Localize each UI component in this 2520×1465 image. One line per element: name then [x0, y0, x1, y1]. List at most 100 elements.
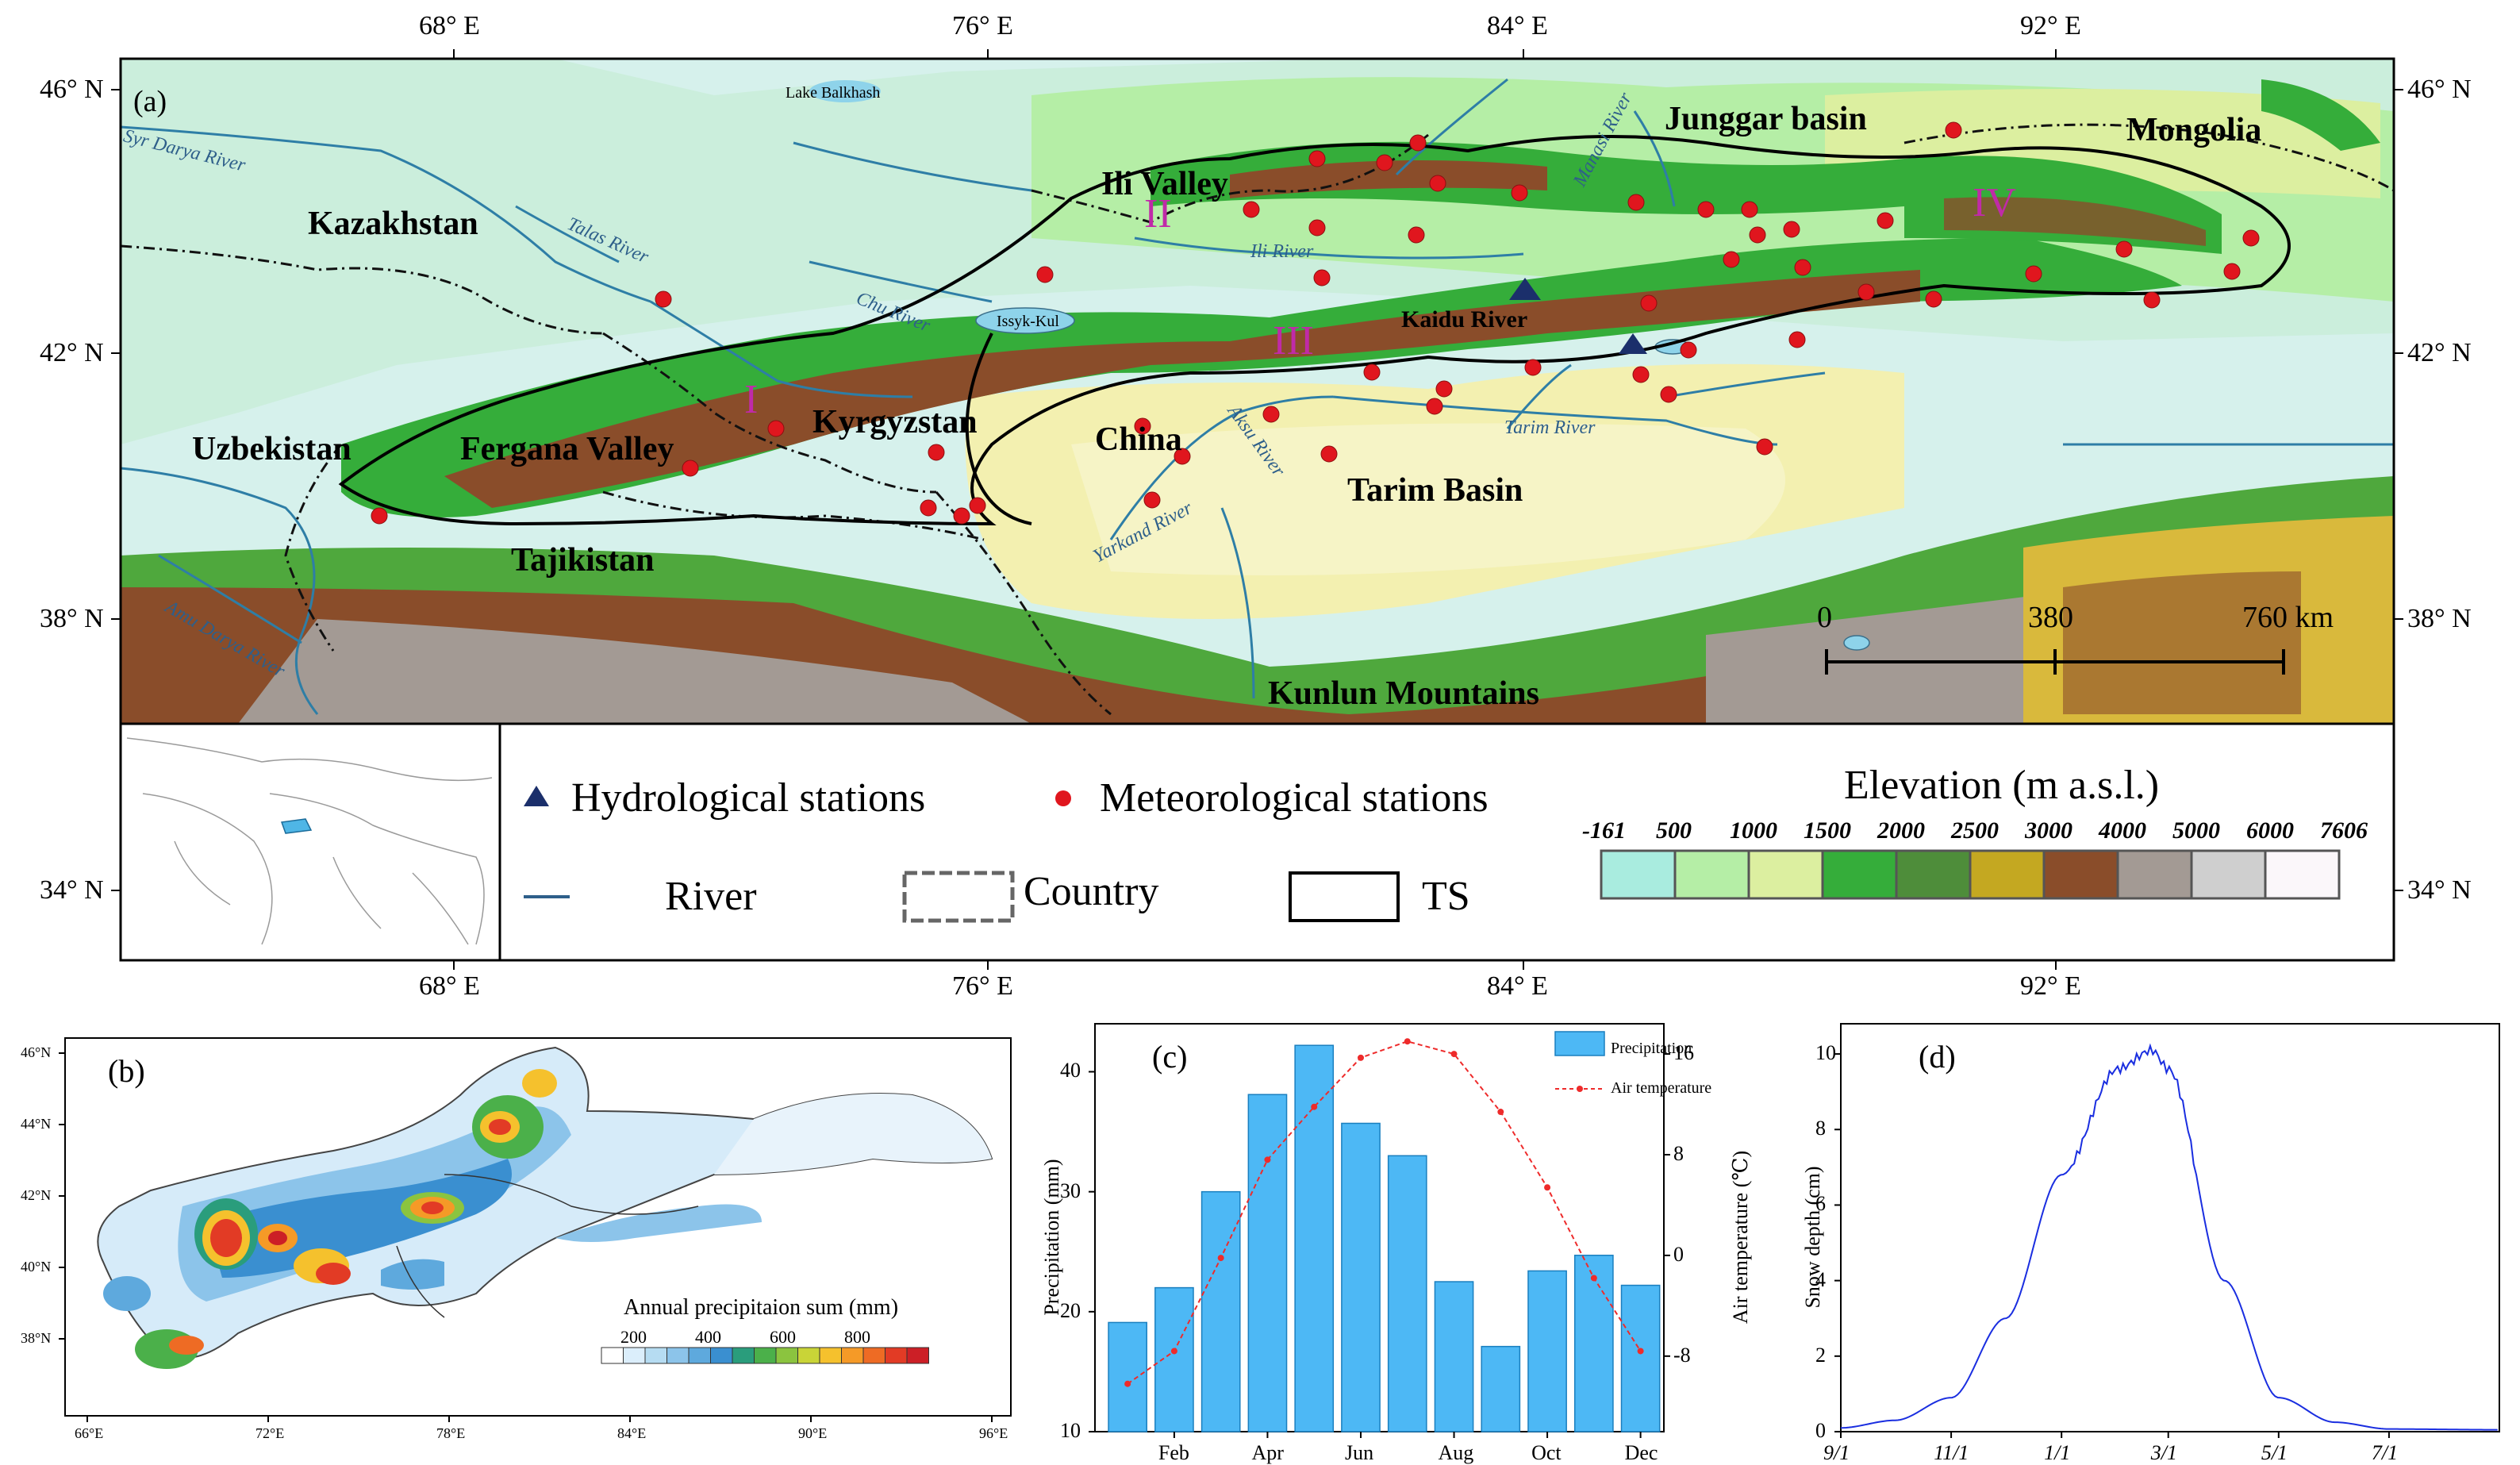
- precip-colorbar-swatch: [775, 1347, 798, 1364]
- panel-d-xtick: 9/1: [1823, 1441, 1850, 1464]
- label-kyrgyzstan: Kyrgyzstan: [812, 404, 978, 440]
- panel-c-ytick-left: 20: [1060, 1298, 1081, 1322]
- label-kazakhstan: Kazakhstan: [308, 206, 478, 242]
- meteo-legend-symbol: [1055, 790, 1071, 806]
- label-balkhash: Lake Balkhash: [786, 84, 881, 102]
- panel-c-xtick: Dec: [1624, 1441, 1658, 1464]
- panel-c-ytick-left: 10: [1060, 1419, 1081, 1442]
- legend-precip-label: Precipitation: [1611, 1040, 1692, 1057]
- panel-c-ytick-right: 0: [1673, 1242, 1684, 1266]
- precip-bar: [1481, 1345, 1521, 1432]
- lat-tick-42: 42° N: [40, 338, 104, 367]
- elevation-swatch: [1821, 849, 1898, 900]
- temperature-point: [1450, 1051, 1458, 1058]
- country-borders: [121, 123, 2394, 716]
- panel-d: [1738, 1000, 2520, 1463]
- label-mongolia: Mongolia: [2126, 112, 2262, 148]
- lon-tick-84-bottom: 84° E: [1487, 971, 1548, 1001]
- precip-colorbar-swatch: [644, 1347, 667, 1364]
- elevation-swatch: [2116, 849, 2193, 900]
- panel-d-ytick: 4: [1815, 1267, 1826, 1291]
- elevation-tick-label: 2000: [1877, 817, 1925, 844]
- legend-hydro-label: Hydrological stations: [571, 775, 926, 821]
- temperature-line: [1124, 1038, 1644, 1387]
- precip-colorbar-swatch: [732, 1347, 755, 1364]
- panel-b-cbar-tick-400: 400: [695, 1327, 721, 1347]
- panel-b-ticks: [59, 1052, 993, 1422]
- panel-d-ylabel: Snow depth (cm): [1801, 1166, 1824, 1309]
- temperature-point: [1357, 1054, 1364, 1061]
- temperature-point: [1590, 1275, 1597, 1282]
- panel-c-ytick-right: -8: [1673, 1343, 1691, 1367]
- lat-tick-34: 34° N: [40, 875, 104, 905]
- panel-b-cbar-tick-800: 800: [844, 1327, 870, 1347]
- panel-b-ytick-40: 40°N: [21, 1259, 52, 1275]
- panel-c-xtick: Jun: [1344, 1441, 1374, 1464]
- legend-meteo-label: Meteorological stations: [1100, 775, 1489, 821]
- elevation-swatch: [1673, 849, 1750, 900]
- panel-c-xtick: Feb: [1158, 1441, 1189, 1464]
- legend-country-label: Country: [1024, 869, 1159, 914]
- legend-ts-label: TS: [1422, 874, 1470, 919]
- scale-bar: [1825, 649, 2285, 675]
- panel-c-ytick-right: 16: [1673, 1041, 1694, 1065]
- label-fergana: Fergana Valley: [460, 431, 674, 467]
- meteorological-station-markers: [371, 121, 2260, 525]
- scale-label-zero: 0: [1817, 601, 1832, 634]
- panel-c-xtick: Apr: [1251, 1441, 1284, 1464]
- panel-c-ytick-left: 30: [1060, 1179, 1081, 1202]
- panel-b: [0, 1000, 1031, 1463]
- elevation-tick-label: 2500: [1951, 817, 1999, 844]
- label-uzbekistan: Uzbekistan: [192, 431, 351, 467]
- panel-b-svg: [59, 1037, 1012, 1422]
- panel-a-label: (a): [133, 85, 167, 118]
- elevation-swatch: [2264, 849, 2341, 900]
- hydro-legend-symbol: [524, 786, 549, 806]
- elevation-swatch: [1969, 849, 2046, 900]
- lon-tick-76-bottom: 76° E: [952, 971, 1013, 1001]
- label-tajikistan: Tajikistan: [511, 542, 655, 579]
- panel-b-xtick-72: 72°E: [255, 1425, 285, 1441]
- temperature-point: [1264, 1156, 1271, 1163]
- temperature-point: [1311, 1103, 1318, 1110]
- panel-b-xtick-78: 78°E: [436, 1425, 466, 1441]
- lon-tick-68-bottom: 68° E: [419, 971, 480, 1001]
- panel-b-ytick-46: 46°N: [21, 1044, 52, 1060]
- panel-b-ytick-42: 42°N: [21, 1187, 52, 1203]
- temperature-polyline: [1127, 1040, 1642, 1385]
- elevation-tick-label: 5000: [2172, 817, 2220, 844]
- inset-world-outline: [126, 737, 493, 945]
- elevation-tick-label: 1000: [1730, 817, 1777, 844]
- temperature-point: [1544, 1184, 1551, 1191]
- lat-tick-46: 46° N: [40, 75, 104, 104]
- elevation-swatch: [2190, 849, 2267, 900]
- lon-tick-68: 68° E: [419, 11, 480, 40]
- precip-bar: [1387, 1155, 1427, 1432]
- panel-c-xtick: Aug: [1438, 1441, 1474, 1464]
- region-label-4: IV: [1973, 180, 2016, 225]
- ts-legend-symbol: [1289, 871, 1400, 922]
- precip-bar: [1434, 1281, 1474, 1432]
- elevation-colorbar: [1600, 849, 2341, 900]
- panel-d-ytick: 6: [1815, 1192, 1826, 1216]
- panel-d-xtick: 5/1: [2261, 1441, 2288, 1464]
- precip-field: [97, 1046, 993, 1369]
- lon-tick-76: 76° E: [952, 11, 1013, 40]
- country-legend-symbol: [902, 871, 1015, 923]
- precip-bar: [1573, 1255, 1614, 1432]
- panel-c-xtick: Oct: [1531, 1441, 1562, 1464]
- precip-colorbar-swatch: [819, 1347, 842, 1364]
- precip-bar: [1108, 1321, 1147, 1432]
- panel-c-ticks: [1089, 1053, 1670, 1438]
- hydrological-station-markers: [1509, 278, 1647, 354]
- precip-colorbar-swatch: [797, 1347, 820, 1364]
- legend-temp-label: Air temperature: [1611, 1079, 1712, 1097]
- elevation-swatch: [1747, 849, 1824, 900]
- label-issyk-kul: Issyk-Kul: [997, 313, 1059, 330]
- precip-colorbar-swatch: [710, 1347, 733, 1364]
- temperature-point: [1497, 1109, 1504, 1116]
- panel-c-ytick-left: 40: [1060, 1059, 1081, 1082]
- elevation-tick-label: 500: [1656, 817, 1692, 844]
- temperature-point: [1217, 1255, 1224, 1262]
- panel-d-ytick: 0: [1815, 1419, 1826, 1442]
